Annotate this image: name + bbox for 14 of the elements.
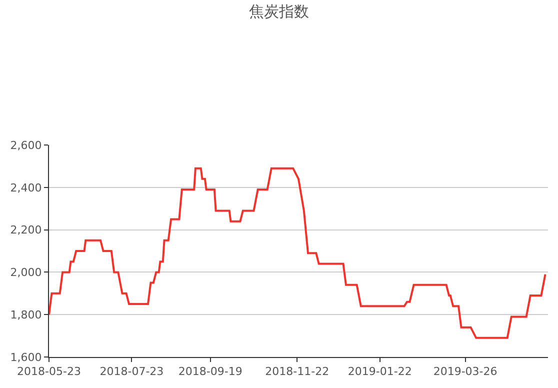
y-tick-label: 2,000 bbox=[10, 266, 42, 280]
y-tick-label: 2,200 bbox=[10, 224, 42, 237]
y-tick-label: 2,400 bbox=[10, 181, 42, 194]
x-tick-label: 2018-09-19 bbox=[178, 365, 242, 378]
y-tick-label: 1,600 bbox=[10, 350, 42, 364]
x-tick-label: 2019-01-22 bbox=[348, 365, 412, 378]
x-tick-label: 2018-07-23 bbox=[100, 365, 164, 378]
x-tick-label: 2018-11-22 bbox=[265, 365, 330, 378]
y-tick-label: 1,800 bbox=[10, 308, 42, 322]
y-tick-label: 2,600 bbox=[10, 138, 42, 152]
x-tick-label: 2018-05-23 bbox=[17, 365, 81, 378]
chart-title: 焦炭指数 bbox=[249, 2, 309, 20]
line-series bbox=[49, 167, 546, 339]
x-tick-label: 2019-03-26 bbox=[433, 365, 498, 378]
